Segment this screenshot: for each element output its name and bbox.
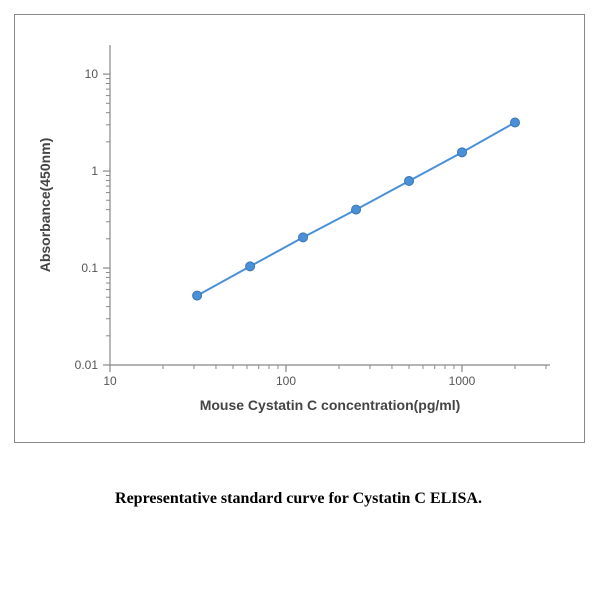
svg-text:1: 1 — [91, 164, 98, 178]
svg-text:Mouse Cystatin C concentration: Mouse Cystatin C concentration(pg/ml) — [200, 397, 461, 413]
svg-text:100: 100 — [276, 374, 296, 388]
chart-caption: Representative standard curve for Cystat… — [0, 490, 597, 508]
svg-text:1000: 1000 — [449, 374, 476, 388]
svg-text:10: 10 — [103, 374, 117, 388]
svg-text:Absorbance(450nm): Absorbance(450nm) — [37, 138, 53, 273]
svg-text:0.1: 0.1 — [81, 261, 98, 275]
chart-panel: 10 100 1000 0.01 0.1 1 10 Mouse Cystatin C conc… — [14, 14, 585, 443]
svg-text:0.01: 0.01 — [75, 358, 99, 372]
standard-curve-chart: 10 100 1000 0.01 0.1 1 10 Mouse Cystatin C conc… — [15, 15, 584, 442]
svg-text:10: 10 — [85, 67, 99, 81]
